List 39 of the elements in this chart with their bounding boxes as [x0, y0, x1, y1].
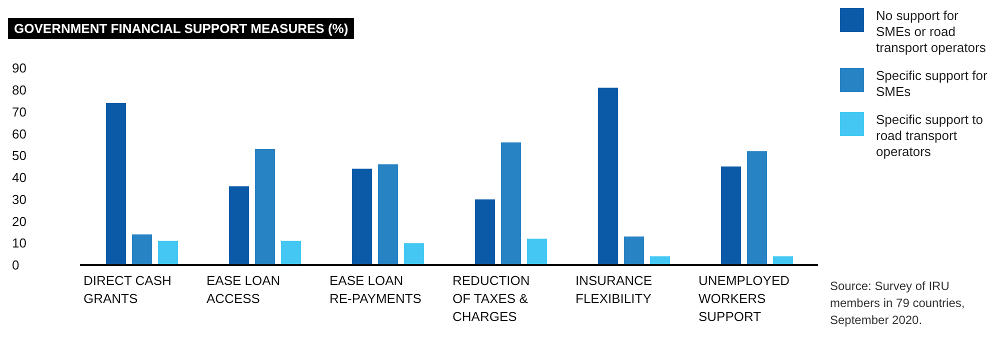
bar [721, 166, 741, 265]
y-tick-label: 0 [12, 258, 20, 273]
y-tick-label: 70 [12, 104, 26, 120]
bar [773, 256, 793, 265]
legend-label: Specific support for SMEs [876, 68, 988, 100]
bar [132, 234, 152, 265]
source-note: Source: Survey of IRU members in 79 countries, September 2020. [830, 278, 966, 329]
bar [501, 142, 521, 265]
legend-label: No support for SMEs or road transport operators [876, 8, 987, 56]
bar [106, 103, 126, 265]
y-tick-label: 40 [12, 170, 26, 186]
y-tick-label: 30 [12, 192, 26, 207]
bar [229, 186, 249, 265]
y-tick-label: 60 [12, 126, 26, 142]
x-tick-label: UNEMPLOYED WORKERS SUPPORT [698, 273, 790, 324]
bar [527, 238, 547, 265]
y-tick-label: 80 [12, 82, 26, 98]
bar [378, 164, 398, 265]
bar [650, 256, 670, 265]
legend-label: Specific support to road transport operators [876, 112, 984, 160]
bar [475, 199, 495, 265]
bar [281, 240, 301, 265]
y-tick-label: 10 [12, 236, 26, 251]
y-tick-label: 20 [12, 214, 26, 229]
bar [352, 168, 372, 265]
x-tick-label: INSURANCE FLEXIBILITY [576, 273, 652, 306]
x-tick-label: REDUCTION OF TAXES & CHARGES [452, 273, 530, 324]
y-tick-label: 90 [12, 60, 26, 76]
y-tick-label: 50 [12, 148, 26, 164]
x-tick-label: EASE LOAN RE-PAYMENTS [330, 273, 422, 306]
bar [598, 88, 618, 265]
x-tick-label: EASE LOAN ACCESS [206, 273, 280, 306]
bar [158, 240, 178, 265]
chart-title: GOVERNMENT FINANCIAL SUPPORT MEASURES (%) [8, 18, 354, 39]
bar [747, 151, 767, 265]
bar [404, 243, 424, 265]
x-tick-label: DIRECT CASH GRANTS [84, 273, 172, 306]
bar [624, 236, 644, 265]
bar [255, 148, 275, 265]
